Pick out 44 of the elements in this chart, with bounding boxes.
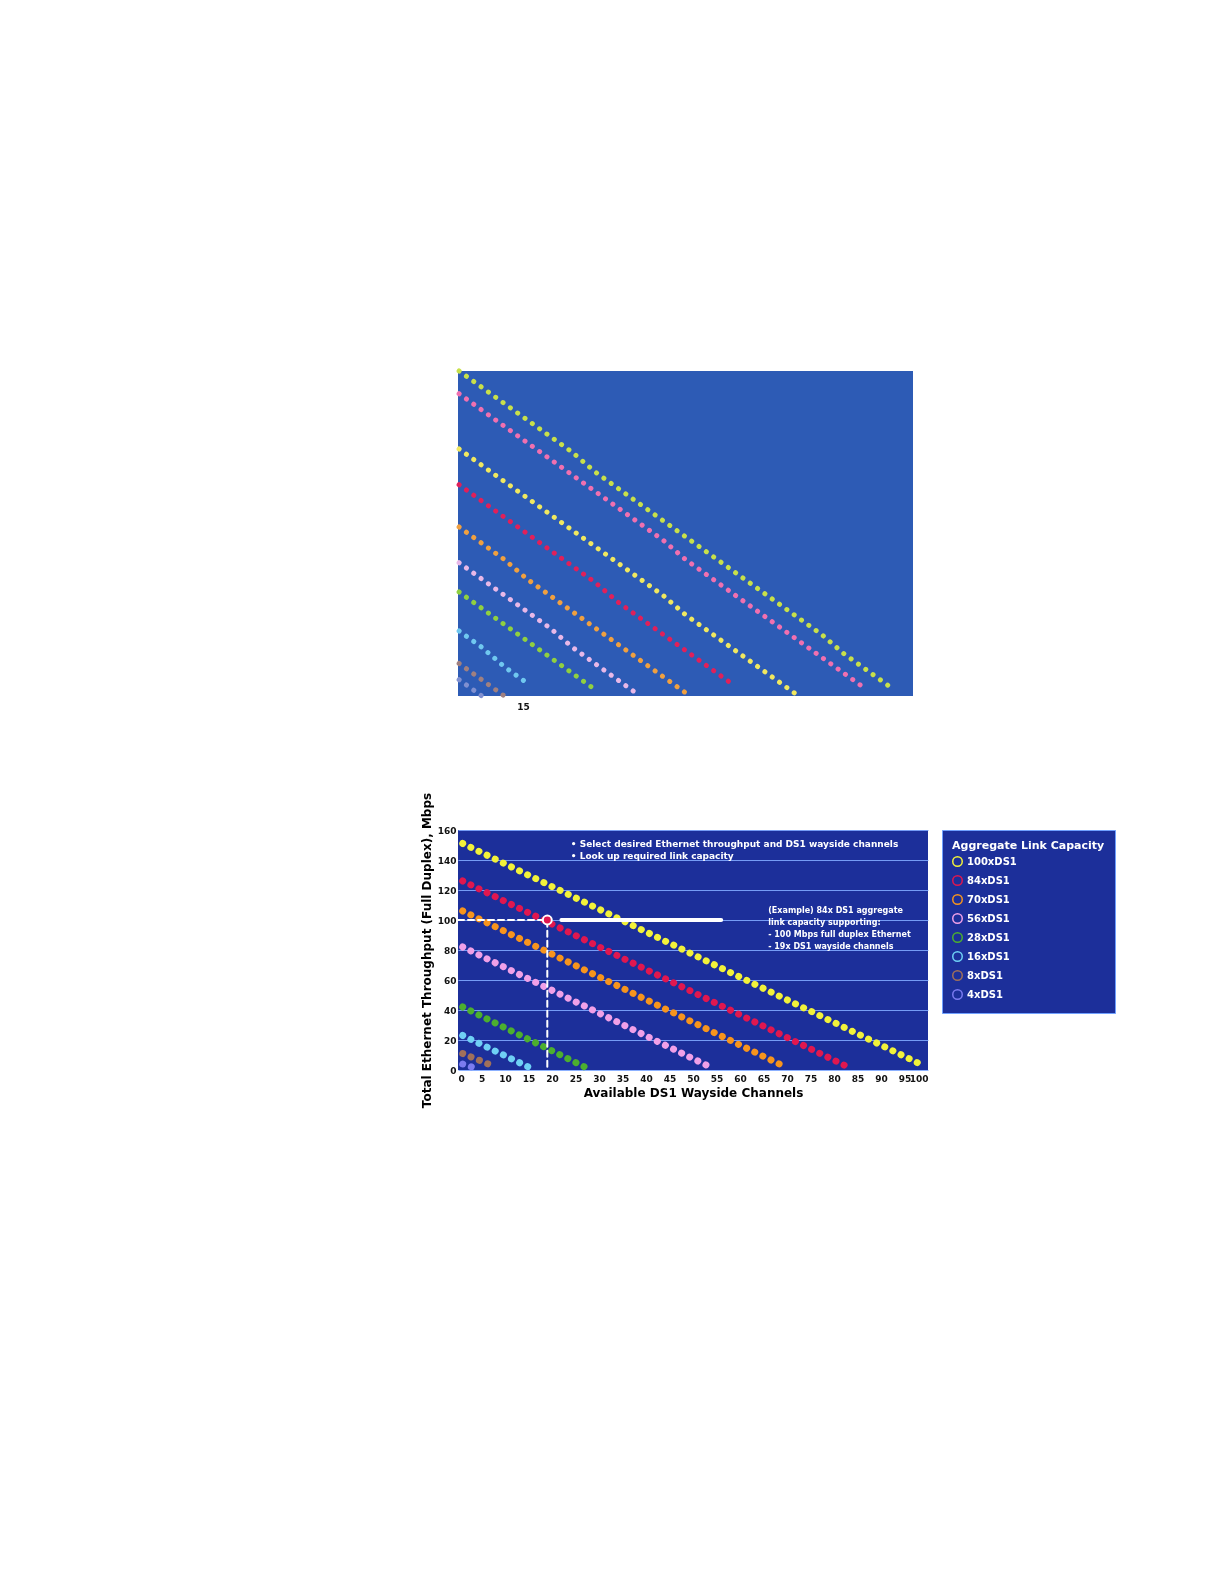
x-tick-label: 70 [781,1073,794,1084]
y-tick-label: 40 [443,1005,457,1016]
annotation: • Select desired Ethernet throughput and DS1 wayside channels • Look up required link capacity [570,838,899,861]
x-tick-label: 0 [458,1073,465,1084]
legend-label: 56xDS1 [967,912,1010,924]
y-tick-label: 0 [450,1065,457,1076]
y-tick-label: 80 [443,945,457,956]
x-tick-label: 35 [616,1073,630,1084]
x-tick-label: 45 [663,1073,677,1084]
y-tick-label: 140 [437,855,457,866]
x-tick-label: 85 [851,1073,865,1084]
y-tick-label: 120 [437,885,457,896]
x-tick-label: 65 [757,1073,771,1084]
y-tick-label: 60 [443,975,457,986]
x-tick-label: 90 [875,1073,888,1084]
y-tick-label: 160 [437,825,457,836]
legend-label: 28xDS1 [967,931,1010,943]
x-tick-label: 80 [828,1073,841,1084]
x-tick-label: 40 [640,1073,653,1084]
legend-title: Aggregate Link Capacity [952,839,1105,852]
x-tick-label: 25 [569,1073,583,1084]
x-tick-label: 30 [593,1073,606,1084]
legend-label: 70xDS1 [967,893,1010,905]
legend-label: 100xDS1 [967,855,1017,867]
x-tick-label: 75 [804,1073,818,1084]
annotation: (Example) 84x DS1 aggregate link capacity supporting: - 100 Mbps full duplex Ethernet - 19x DS1 wayside channels [768,905,911,951]
legend-label: 4xDS1 [967,988,1003,1000]
x-tick-label: 15 [522,1073,536,1084]
x-tick-label: 100 [909,1073,929,1084]
legend-label: 84xDS1 [967,874,1010,886]
x-tick-label: 95 [898,1073,912,1084]
x-tick-label: 60 [734,1073,747,1084]
text: 15 [517,701,530,712]
x-tick-label: 10 [499,1073,512,1084]
legend-label: 8xDS1 [967,969,1003,981]
y-tick-label: 20 [443,1035,457,1046]
x-tick-label: 50 [687,1073,700,1084]
y-tick-label: 100 [437,915,457,926]
y-axis-title: Total Ethernet Throughput (Full Duplex), Mbps [419,792,434,1109]
x-tick-label: 20 [546,1073,559,1084]
x-tick-label: 55 [710,1073,724,1084]
x-axis-title: Available DS1 Wayside Channels [583,1085,804,1100]
x-tick-label: 5 [478,1073,486,1084]
legend-label: 16xDS1 [967,950,1010,962]
